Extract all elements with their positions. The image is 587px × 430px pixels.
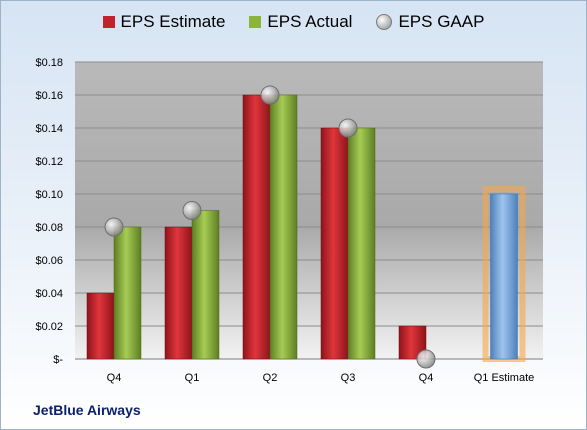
bar-eps-actual	[269, 94, 298, 360]
legend-swatch-eps-actual	[249, 16, 262, 28]
x-tick-label: Q4	[419, 372, 434, 384]
bar-eps-estimate	[164, 226, 193, 360]
bar-eps-actual	[191, 210, 220, 360]
x-tick-label: Q4	[107, 372, 122, 384]
x-tick-label: Q3	[341, 372, 356, 384]
y-tick-label: $0.02	[35, 321, 63, 333]
y-tick-label: $0.08	[35, 222, 63, 234]
plot-area	[75, 62, 543, 359]
x-tick-label: Q1	[185, 372, 200, 384]
bar-eps-estimate	[86, 292, 115, 360]
legend-item-eps-estimate: EPS Estimate	[102, 12, 226, 32]
x-tick-label: Q1 Estimate	[474, 372, 535, 384]
legend: EPS Estimate EPS Actual EPS GAAP	[0, 12, 587, 32]
bar-eps-actual	[347, 127, 376, 360]
y-tick-label: $0.04	[35, 288, 63, 300]
bar-eps-estimate	[320, 127, 349, 360]
legend-item-eps-actual: EPS Actual	[249, 12, 352, 32]
legend-swatch-eps-gaap	[376, 14, 393, 30]
point-eps-gaap	[104, 217, 124, 237]
y-tick-label: $0.06	[35, 255, 63, 267]
legend-label-eps-gaap: EPS GAAP	[398, 12, 485, 31]
legend-label-eps-estimate: EPS Estimate	[120, 12, 226, 31]
bar-eps-actual	[113, 226, 142, 360]
point-eps-gaap	[260, 85, 280, 105]
legend-item-eps-gaap: EPS GAAP	[376, 12, 484, 32]
y-tick-label: $0.12	[35, 156, 63, 168]
y-tick-label: $0.16	[35, 90, 63, 102]
y-tick-label: $0.10	[35, 189, 63, 201]
legend-swatch-eps-estimate	[102, 16, 115, 28]
y-tick-label: $0.18	[35, 57, 63, 69]
point-eps-gaap	[416, 349, 436, 369]
bar-eps-estimate	[242, 94, 271, 360]
company-name: JetBlue Airways	[33, 402, 141, 418]
point-eps-gaap	[338, 118, 358, 138]
x-tick-label: Q2	[263, 372, 278, 384]
y-tick-label: $-	[53, 354, 63, 366]
bar-q1-estimate	[490, 193, 518, 360]
legend-label-eps-actual: EPS Actual	[267, 12, 353, 31]
point-eps-gaap	[182, 201, 202, 220]
y-tick-label: $0.14	[35, 123, 63, 135]
